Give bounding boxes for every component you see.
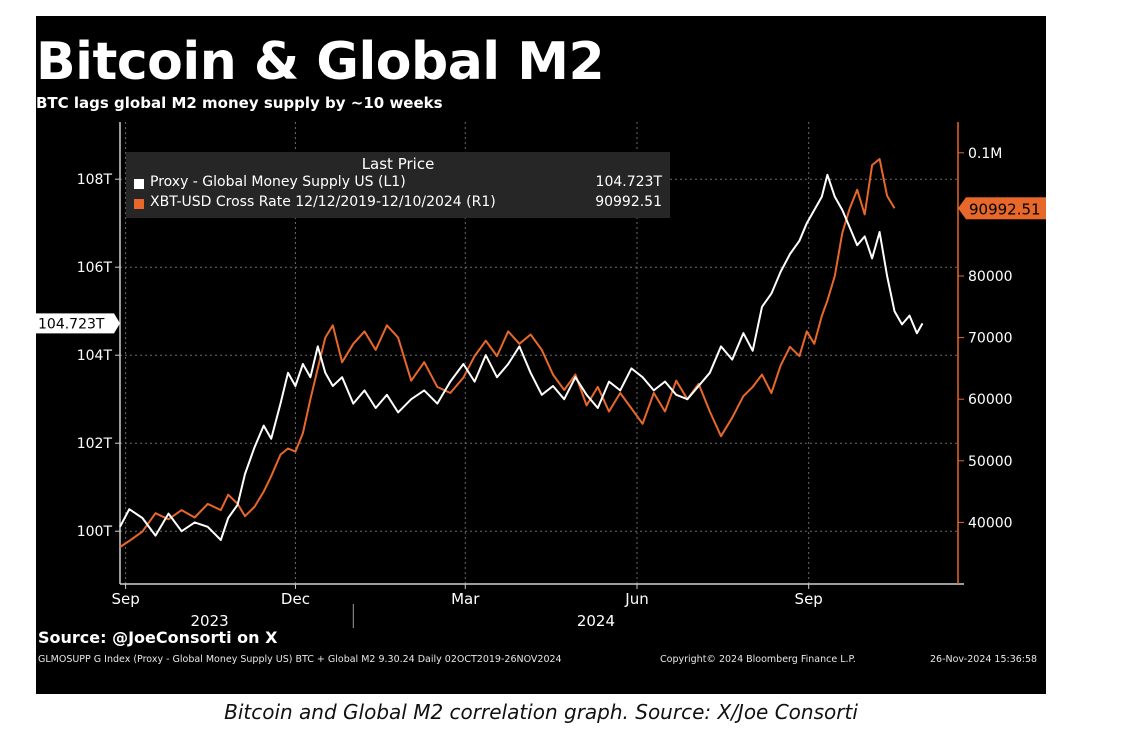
last-value-tags: 104.723T 90992.51 bbox=[36, 197, 1046, 334]
right-last-value-tag-pointer bbox=[958, 197, 966, 220]
image-caption: Bitcoin and Global M2 correlation graph.… bbox=[224, 700, 858, 724]
series-line-btc bbox=[119, 158, 896, 548]
legend-name-btc: XBT-USD Cross Rate 12/12/2019-12/10/2024… bbox=[150, 194, 496, 210]
timestamp-footnote: 26-Nov-2024 15:36:58 bbox=[930, 654, 1038, 665]
series-line-m2 bbox=[119, 173, 924, 541]
right-tick-label: 0.1M bbox=[968, 146, 1002, 162]
right-last-value-tag bbox=[966, 197, 1046, 220]
year-label: 2024 bbox=[577, 612, 615, 630]
x-tick-label: Sep bbox=[111, 590, 139, 608]
legend-item-btc: XBT-USD Cross Rate 12/12/2019-12/10/2024… bbox=[134, 194, 662, 214]
copyright-footnote: Copyright© 2024 Bloomberg Finance L.P. bbox=[660, 654, 856, 665]
legend-swatch-m2 bbox=[134, 179, 144, 189]
right-tick-label: 80000 bbox=[968, 269, 1013, 285]
chart-subtitle: BTC lags global M2 money supply by ~10 w… bbox=[36, 94, 443, 112]
left-tick-label: 104T bbox=[77, 348, 113, 364]
legend: Last Price Proxy - Global Money Supply U… bbox=[126, 152, 670, 218]
x-tick-label: Sep bbox=[795, 590, 823, 608]
source-label: Source: @JoeConsorti on X bbox=[38, 628, 278, 647]
left-last-value-tag-pointer bbox=[114, 313, 120, 334]
left-last-value-tag bbox=[36, 313, 114, 334]
legend-item-m2: Proxy - Global Money Supply US (L1) 104.… bbox=[134, 174, 662, 194]
chart-title: Bitcoin & Global M2 bbox=[36, 32, 605, 92]
left-tick-label: 100T bbox=[77, 524, 113, 540]
legend-title: Last Price bbox=[361, 155, 435, 173]
right-last-value-label: 90992.51 bbox=[969, 200, 1041, 218]
x-tick-label: Jun bbox=[624, 590, 648, 608]
index-footnote: GLMOSUPP G Index (Proxy - Global Money S… bbox=[38, 654, 562, 665]
x-tick-label: Dec bbox=[281, 590, 310, 608]
left-last-value-label: 104.723T bbox=[38, 316, 105, 332]
left-tick-label: 106T bbox=[77, 260, 113, 276]
x-tick-label: Mar bbox=[451, 590, 480, 608]
axes: Sep Dec Mar Jun Sep 2023 2024 100T 102T 104T 106T 1… bbox=[77, 122, 1013, 630]
legend-value-btc: 90992.51 bbox=[595, 194, 662, 210]
left-tick-label: 108T bbox=[77, 172, 113, 188]
legend-swatch-btc bbox=[134, 199, 144, 209]
right-tick-label: 40000 bbox=[968, 515, 1013, 531]
legend-value-m2: 104.723T bbox=[595, 174, 662, 190]
legend-name-m2: Proxy - Global Money Supply US (L1) bbox=[150, 174, 406, 190]
chart-panel: Sep Dec Mar Jun Sep 2023 2024 100T 102T 104T 106T 1… bbox=[36, 16, 1046, 694]
right-tick-label: 50000 bbox=[968, 454, 1013, 470]
series-lines bbox=[119, 158, 924, 548]
right-tick-label: 60000 bbox=[968, 392, 1013, 408]
left-tick-label: 102T bbox=[77, 436, 113, 452]
year-label: 2023 bbox=[190, 612, 228, 630]
right-tick-label: 70000 bbox=[968, 331, 1013, 347]
